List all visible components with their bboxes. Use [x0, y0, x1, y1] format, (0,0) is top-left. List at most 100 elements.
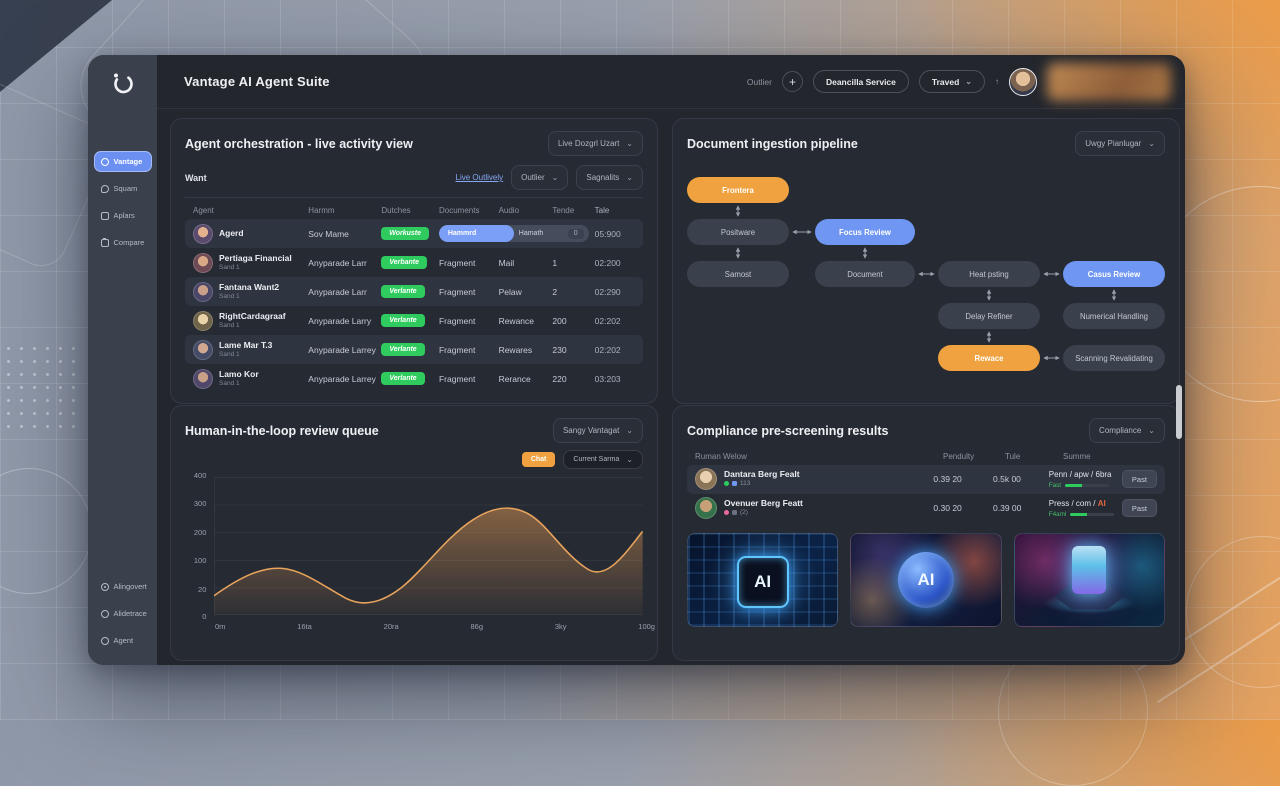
table-row[interactable]: Lamo Kor Sand 1 Anyparade Larrey Verlante… — [185, 364, 643, 393]
table-row[interactable]: Agerd Sov Mame Workuste Hammrd Hamath 0 … — [185, 219, 643, 248]
sidebar-item-squam[interactable]: Squam — [94, 178, 152, 199]
avatar — [695, 468, 717, 491]
progress-bar[interactable]: Hammrd Hamath 0 — [438, 225, 589, 242]
scrollbar-thumb[interactable] — [1176, 385, 1182, 439]
compliance-panel: Compliance pre-screening results Complia… — [672, 405, 1180, 661]
segment-select[interactable]: Sagnalits ⌄ — [576, 165, 643, 190]
outlier-filter-select[interactable]: Outlier ⌄ — [511, 165, 569, 190]
ai-label: AI — [736, 555, 789, 608]
app-logo-icon — [110, 70, 136, 101]
pipeline-node[interactable]: Frontera — [687, 177, 789, 203]
status-badge: Workuste — [381, 227, 430, 240]
queue-view-select[interactable]: Sangy Vantagat ⌄ — [552, 418, 643, 443]
grey-square-icon — [732, 510, 737, 516]
decor-dot-grid — [2, 342, 84, 434]
arrow-up-icon: ↑ — [995, 77, 999, 86]
series-select[interactable]: Current Sarma ⌄ — [563, 450, 643, 469]
live-view-select[interactable]: Live Dozgrl Uzart ⌄ — [547, 131, 643, 156]
avatar — [193, 368, 213, 389]
chat-button[interactable]: Chat — [521, 452, 556, 467]
glow-cube — [1072, 545, 1107, 594]
y-axis-labels: 400 300 200 100 20 0 — [193, 471, 207, 621]
green-dot-icon — [724, 481, 729, 487]
ai-chip-thumbnail[interactable]: AI — [687, 532, 839, 627]
sidebar-item-aplars[interactable]: Aplars — [94, 205, 152, 226]
sidebar-item-vantage[interactable]: Vantage — [93, 151, 152, 172]
chevron-down-icon: ⌄ — [626, 139, 633, 148]
table-row[interactable]: Pertiaga Financial Sand 1 Anyparade Larr … — [185, 248, 643, 277]
table-row[interactable]: Ovenuer Berg Featt (2) 0.30 20 0.39 00 P… — [687, 494, 1165, 523]
pipeline-node[interactable]: Focus Review — [815, 219, 915, 245]
mini-progress — [1065, 483, 1110, 487]
mode-select[interactable]: Traved ⌄ — [918, 70, 985, 93]
live-activity-link[interactable]: Live Outlively — [455, 173, 504, 182]
avatar — [193, 252, 213, 273]
avatar — [193, 339, 213, 360]
status-badge: Verlante — [381, 285, 425, 298]
table-row[interactable]: Lame Mar T.3 Sand 1 Anyparade Larrey Verl… — [185, 335, 643, 364]
table-row[interactable]: Fantana Want2 Sand 1 Anyparade Larr Verla… — [185, 277, 643, 306]
avatar — [193, 223, 213, 244]
sidebar-item-label: Squam — [113, 184, 138, 193]
thumbnail-gallery: AI AI — [687, 532, 1165, 627]
circle-icon — [100, 609, 109, 618]
chevron-down-icon: ⌄ — [1148, 139, 1155, 148]
pipeline-canvas: Frontera Positware Focus Review Samost D… — [673, 119, 1179, 403]
ai-cube-thumbnail[interactable] — [1013, 532, 1165, 627]
chevron-down-icon: ⌄ — [551, 173, 559, 182]
pipeline-node[interactable]: Delay Refiner — [938, 303, 1040, 329]
table-row[interactable]: Dantara Berg Fealt 113 0.39 20 0.5k 00 P… — [687, 464, 1165, 494]
sidebar-item-compare[interactable]: Compare — [94, 232, 152, 253]
table-row[interactable]: RightCardagraaf Sand 1 Anyparade Larry Ve… — [185, 306, 643, 335]
sidebar-item-label: Agent — [113, 636, 134, 645]
pipeline-node[interactable]: Rewace — [938, 345, 1040, 371]
mini-progress — [1070, 512, 1115, 516]
tab-want[interactable]: Want — [185, 172, 207, 183]
agents-panel: Agent orchestration - live activity view… — [170, 118, 658, 404]
app-window: Vantage Squam Aplars Compare Alingovert … — [88, 55, 1185, 665]
sidebar-item-alidetrace[interactable]: Alidetrace — [94, 603, 152, 624]
pipeline-node[interactable]: Scanning Revalidating — [1063, 345, 1165, 371]
chevron-down-icon: ⌄ — [626, 426, 633, 435]
pipeline-node[interactable]: Heat psting — [938, 261, 1040, 287]
pipeline-node[interactable]: Document — [815, 261, 915, 287]
table-header: Agent Harmm Dutches Documents Audio Tend… — [193, 206, 610, 215]
pipeline-panel: Document ingestion pipeline Uwgy Pianlug… — [672, 118, 1180, 404]
sidebar-item-label: Vantage — [113, 157, 143, 166]
pipeline-select[interactable]: Uwgy Pianlugar ⌄ — [1075, 131, 1165, 156]
sidebar-item-label: Aplars — [113, 211, 135, 220]
ai-orb-thumbnail[interactable]: AI — [850, 532, 1002, 627]
status-badge: Verlante — [381, 343, 425, 356]
avatar — [193, 281, 213, 302]
past-button[interactable]: Past — [1121, 470, 1158, 489]
square-icon — [100, 211, 109, 220]
compliance-select[interactable]: Compliance ⌄ — [1089, 418, 1165, 443]
panel-title: Human-in-the-loop review queue — [185, 423, 379, 438]
outlier-label: Outlier — [746, 76, 772, 87]
pipeline-node[interactable]: Positware — [687, 219, 789, 245]
sidebar-item-agent[interactable]: Agent — [94, 630, 152, 651]
topbar: Vantage AI Agent Suite Outlier + Deancil… — [157, 55, 1185, 109]
status-badge: Verlante — [381, 372, 425, 385]
agent-icon — [100, 636, 109, 645]
pipeline-node[interactable]: Samost — [687, 261, 789, 287]
service-button[interactable]: Deancilla Service — [812, 70, 909, 93]
avatar — [193, 310, 213, 331]
pink-dot-icon — [724, 510, 729, 516]
table-toolbar: Want Live Outlively Outlier ⌄ Sagnalits … — [185, 165, 643, 198]
target-icon — [100, 582, 109, 591]
add-button[interactable]: + — [781, 71, 803, 92]
past-button[interactable]: Past — [1121, 499, 1158, 518]
x-axis-labels: 0m 16ta 20ra 86g 3ky 100g — [215, 622, 655, 631]
sidebar-item-alingovert[interactable]: Alingovert — [94, 576, 152, 597]
table-header: Ruman Welow Pendulty Tule Summe — [695, 452, 1091, 462]
panel-title: Document ingestion pipeline — [687, 136, 858, 151]
blue-square-icon — [732, 481, 737, 487]
chevron-down-icon: ⌄ — [1148, 426, 1155, 435]
user-avatar[interactable] — [1009, 67, 1037, 96]
chevron-down-icon: ⌄ — [965, 77, 972, 86]
chart-plot — [214, 476, 643, 616]
sidebar-item-label: Compare — [113, 238, 145, 247]
pipeline-node[interactable]: Numerical Handling — [1063, 303, 1165, 329]
pipeline-node[interactable]: Casus Review — [1063, 261, 1165, 287]
